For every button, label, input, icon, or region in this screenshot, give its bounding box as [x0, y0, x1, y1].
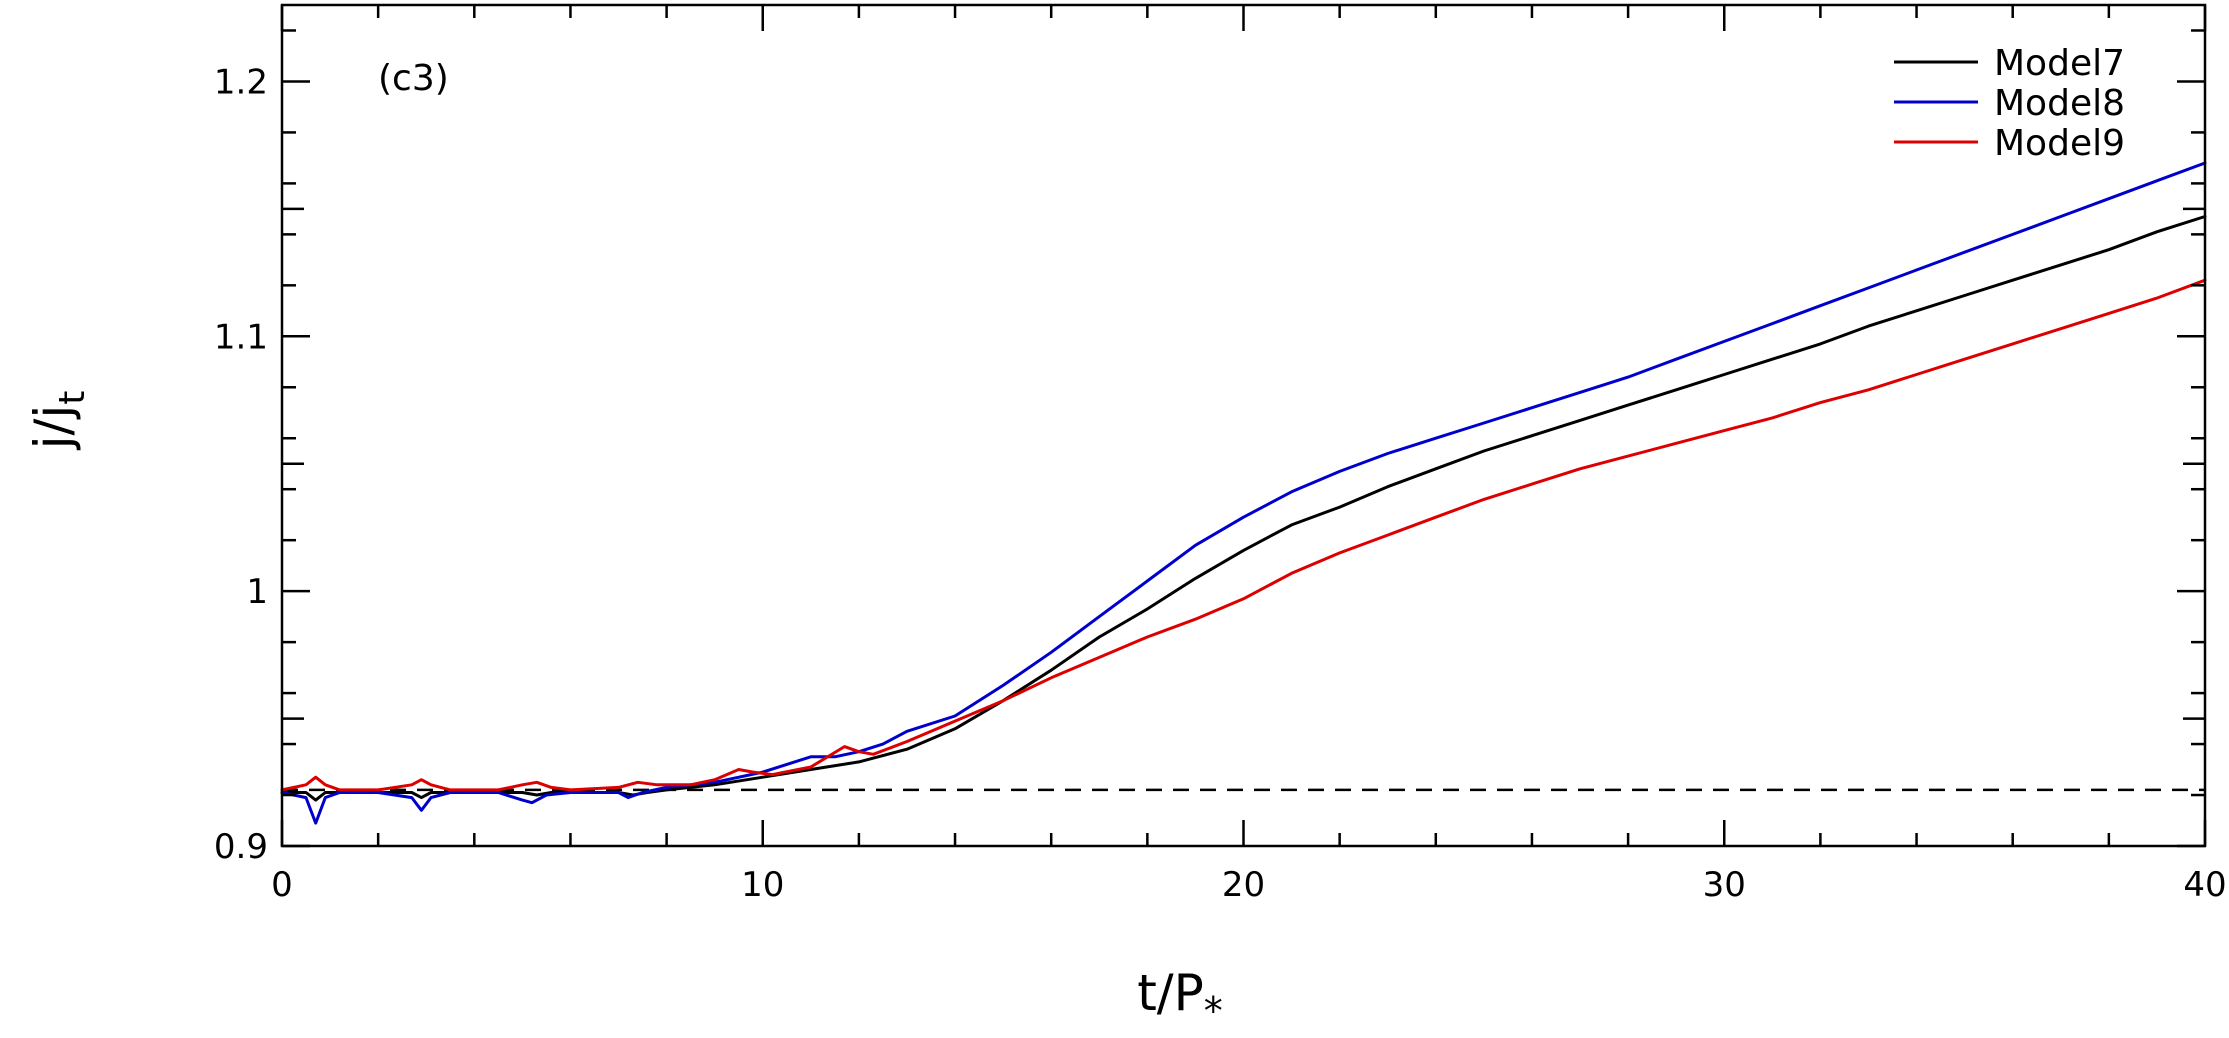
legend-label-model8: Model8: [1994, 83, 2125, 124]
y-tick-label: 1.2: [214, 62, 268, 102]
ticks-layer: [280, 5, 2207, 848]
series-line-model8: [280, 161, 2207, 825]
legend-label-model9: Model9: [1994, 123, 2125, 164]
series-line-model7: [280, 215, 2207, 802]
x-tick-label: 0: [271, 865, 293, 905]
y-tick-label: 0.9: [214, 827, 268, 867]
y-tick-label: 1.1: [214, 317, 268, 357]
x-tick-label: 20: [1222, 865, 1265, 905]
y-axis-title: j/jt: [24, 391, 93, 451]
x-tick-label: 40: [2183, 865, 2226, 905]
x-axis-title: t/P*: [1137, 964, 1223, 1033]
y-tick-label: 1: [246, 572, 268, 612]
x-axis-title-sub: *: [1204, 989, 1223, 1033]
tick-labels-layer: 0 10 20 30 40 0.9 1 1.1 1.2: [214, 62, 2227, 905]
panel-label: (c3): [378, 58, 449, 99]
y-axis-title-main: j/j: [24, 405, 82, 451]
x-tick-label: 10: [741, 865, 784, 905]
y-axis-title-sub: t: [52, 391, 93, 405]
series-layer: [280, 161, 2207, 825]
x-axis-title-main: t/P: [1137, 964, 1204, 1022]
x-tick-label: 30: [1703, 865, 1746, 905]
series-line-model9: [280, 278, 2207, 792]
legend-label-model7: Model7: [1994, 43, 2125, 84]
plot-frame: [280, 3, 2207, 848]
